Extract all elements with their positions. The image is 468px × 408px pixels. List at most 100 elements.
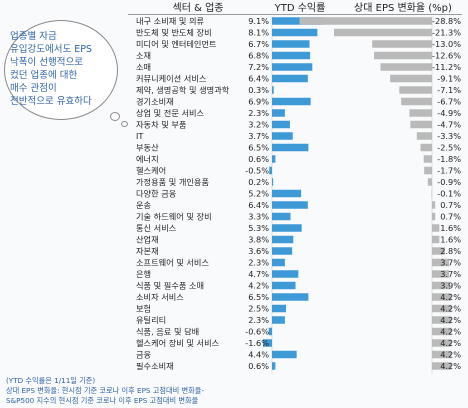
table-row: 제약, 생명공학 및 생명과학 0.3% -7.1% [136,85,461,95]
ytd-bar [272,189,302,198]
eps-bar [410,120,432,129]
ytd-bar [269,166,272,175]
sector-label: 부동산 [136,143,159,153]
ytd-bar [272,86,274,94]
table-row: 에너지 0.6% -1.8% [136,154,461,164]
ytd-bar [272,28,318,37]
eps-bar [432,339,452,347]
annotation-line: 컸던 업종에 대한 [10,70,78,81]
eps-bar [431,189,433,198]
eps-value-label: 2.8% [440,246,461,256]
table-row: 경기소비재 6.9% -6.7% [136,97,461,107]
sector-label: 필수소비재 [136,361,174,371]
table-row: 통신 서비스 5.3% 1.6% [136,223,461,233]
ytd-bar [272,17,323,25]
sector-label: 통신 서비스 [136,223,177,233]
table-row: 기술 하드웨어 및 장비 3.3% 0.7% [136,212,461,222]
cloud-tail-bubble-large [110,112,120,121]
table-row: 은행 4.7% 3.7% [136,269,461,279]
ytd-value-label: 0.3% [248,85,269,95]
eps-bar [423,155,432,163]
eps-bar [416,132,432,140]
eps-value-label: -9.1% [437,74,461,84]
table-row: 식품 및 필수품 소매 4.2% 3.9% [136,281,461,291]
sector-label: 내구 소비재 및 의류 [136,16,205,26]
eps-bar [424,166,432,175]
ytd-value-label: 3.7% [248,131,269,141]
eps-value-label: 4.2% [440,292,461,302]
sector-label: 제약, 생명공학 및 생명과학 [136,85,230,95]
eps-bar [432,293,452,301]
footnote-line: S&P500 지수의 현시점 기준 코로나 이후 EPS 고점대비 변화율 [6,396,199,405]
table-row: 식품, 음료 및 담배 -0.6% 4.2% [136,327,461,337]
ytd-bar [272,293,309,301]
table-row: 내구 소비재 및 의류 9.1% -28.8% [136,16,461,26]
chart-rows: 내구 소비재 및 의류 9.1% -28.8% 반도체 및 반도체 장비 8.1% -21… [136,16,461,374]
eps-value-label: 1.6% [440,223,461,233]
eps-value-label: 1.6% [440,235,461,245]
eps-value-label: -0.1% [437,189,461,199]
ytd-bar [272,63,313,71]
table-row: 소매 7.2% -11.2% [136,62,461,72]
table-row: 보험 2.5% 4.2% [136,304,461,314]
sector-label: 소프트웨어 및 서비스 [136,258,209,268]
eps-bar [432,224,440,232]
ytd-bar [272,143,309,152]
sector-label: 유틸리티 [136,315,166,325]
ytd-bar [272,304,286,313]
ytd-value-label: -0.6% [245,327,269,337]
footnotes: (YTD 수익률은 1/11일 기준) 상대 EPS 변화율: 현시점 기준 코… [6,376,306,406]
ytd-bar [272,350,297,359]
eps-value-label: -3.3% [437,131,461,141]
eps-bar [399,86,432,94]
sector-label: 헬스케어 [136,166,166,176]
sector-label: 은행 [136,269,151,279]
eps-bar [432,258,450,267]
eps-bar [299,17,432,25]
annotation-line: 업종별 자금 [10,31,57,42]
eps-bar [390,74,432,83]
sector-label: 경기소비재 [136,97,174,107]
sector-label: 가정용품 및 개인용품 [136,177,209,187]
ytd-value-label: 2.3% [248,108,269,118]
eps-bar [401,97,432,106]
eps-value-label: 4.2% [440,350,461,360]
ytd-value-label: 3.2% [248,120,269,130]
eps-bar [432,350,452,359]
annotation-line: 유입강도에서도 EPS [10,44,92,55]
eps-value-label: 3.7% [440,269,461,279]
sector-label: 소비자 서비스 [136,292,184,302]
sector-label: 미디어 및 엔터테인먼트 [136,39,217,49]
ytd-bar [272,51,311,60]
table-row: 가정용품 및 개인용품 0.2% -0.9% [136,177,461,187]
annotation-line: 매수 관점이 [10,83,57,94]
ytd-value-label: 5.3% [248,223,269,233]
eps-bar [432,247,445,255]
ytd-value-label: 6.7% [248,39,269,49]
ytd-value-label: 9.1% [248,16,269,26]
ytd-bar [268,327,272,336]
sector-label: 식품, 음료 및 담배 [136,327,199,337]
eps-value-label: -1.8% [437,154,461,164]
ytd-value-label: 4.2% [248,281,269,291]
table-row: 소재 6.8% -12.6% [136,51,461,61]
ytd-bar [272,97,311,106]
header-sector: 섹터 & 업종 [173,1,224,14]
ytd-value-label: 3.6% [248,246,269,256]
ytd-bar [272,362,276,370]
eps-bar [432,235,440,244]
eps-value-label: 3.9% [440,281,461,291]
table-row: 필수소비재 0.6% 4.2% [136,361,461,371]
table-row: 산업재 3.8% 1.6% [136,235,461,245]
ytd-bar [272,132,293,140]
ytd-value-label: 0.6% [248,154,269,164]
eps-value-label: 0.7% [440,212,461,222]
ytd-value-label: 6.4% [248,200,269,210]
eps-bar [380,63,432,71]
ytd-bar [272,109,285,117]
table-row: 금융 4.4% 4.2% [136,350,461,360]
table-row: 자동차 및 부품 3.2% -4.7% [136,120,461,130]
ytd-value-label: 6.4% [248,74,269,84]
